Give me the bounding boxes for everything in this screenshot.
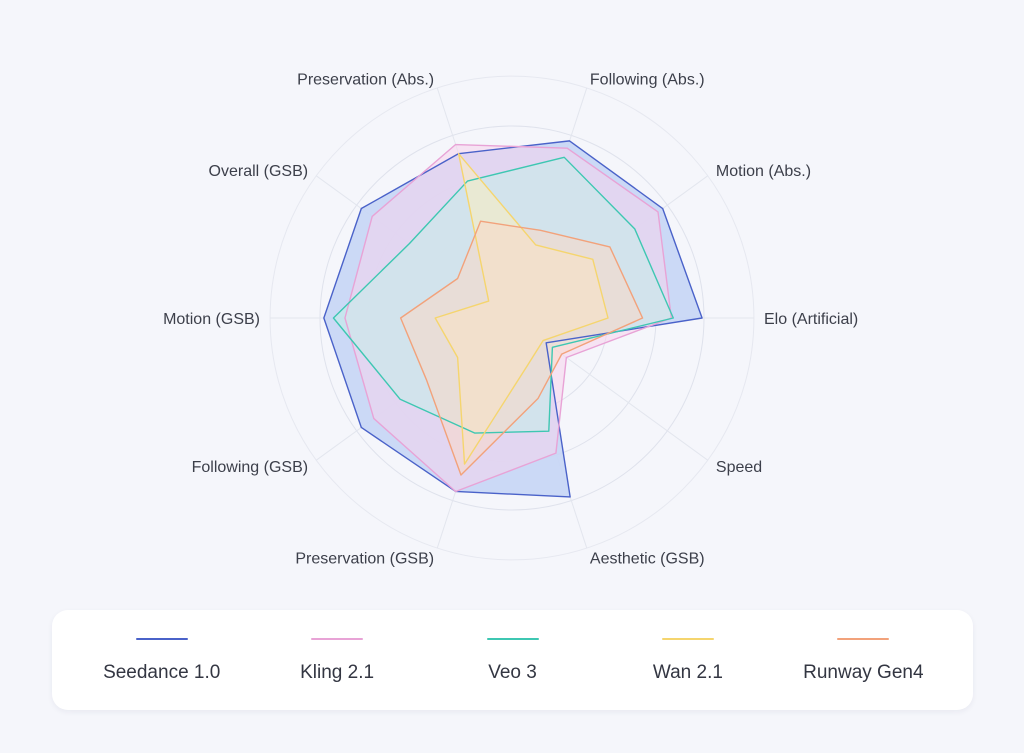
series-line-veo-3 xyxy=(332,156,674,434)
legend-item-wan: Wan 2.1 xyxy=(600,610,775,710)
legend-label: Seedance 1.0 xyxy=(103,662,221,683)
axis-label: Preservation (GSB) xyxy=(295,551,434,568)
axis-label: Overall (GSB) xyxy=(209,163,309,180)
legend-swatch xyxy=(837,638,890,640)
radar-chart: Elo (Artificial) Motion (Abs.) Following (… xyxy=(163,71,858,567)
outline-layer xyxy=(323,140,703,498)
legend-item-kling: Kling 2.1 xyxy=(249,610,424,710)
legend: Seedance 1.0 Kling 2.1 Veo 3 Wan 2.1 Run… xyxy=(52,610,973,710)
series-line-runway-gen4 xyxy=(399,220,644,476)
legend-swatch xyxy=(661,638,714,640)
legend-item-runway: Runway Gen4 xyxy=(776,610,951,710)
series-line-wan-2-1 xyxy=(434,152,609,465)
axis-label: Preservation (Abs.) xyxy=(297,71,434,88)
legend-swatch xyxy=(135,638,188,640)
legend-label: Runway Gen4 xyxy=(803,662,924,683)
legend-label: Wan 2.1 xyxy=(652,662,723,683)
series-line-seedance-1-0 xyxy=(323,140,703,498)
series-line-kling-2-1 xyxy=(344,143,673,493)
legend-swatch xyxy=(311,638,364,640)
legend-swatch xyxy=(486,638,539,640)
axis-label: Aesthetic (GSB) xyxy=(590,551,705,568)
axis-label: Motion (Abs.) xyxy=(716,163,811,180)
axis-labels: Elo (Artificial) Motion (Abs.) Following (… xyxy=(163,71,858,567)
series-layer xyxy=(323,140,703,497)
radar-svg: Elo (Artificial) Motion (Abs.) Following (… xyxy=(163,71,858,567)
legend-label: Veo 3 xyxy=(488,662,537,683)
legend-item-seedance: Seedance 1.0 xyxy=(74,610,249,710)
axis-label: Speed xyxy=(716,459,762,476)
axis-label: Motion (GSB) xyxy=(163,311,260,328)
axis-label: Elo (Artificial) xyxy=(764,311,858,328)
axis-label: Following (Abs.) xyxy=(590,71,705,88)
legend-item-veo: Veo 3 xyxy=(425,610,600,710)
legend-label: Kling 2.1 xyxy=(300,662,375,683)
axis-label: Following (GSB) xyxy=(192,459,308,476)
